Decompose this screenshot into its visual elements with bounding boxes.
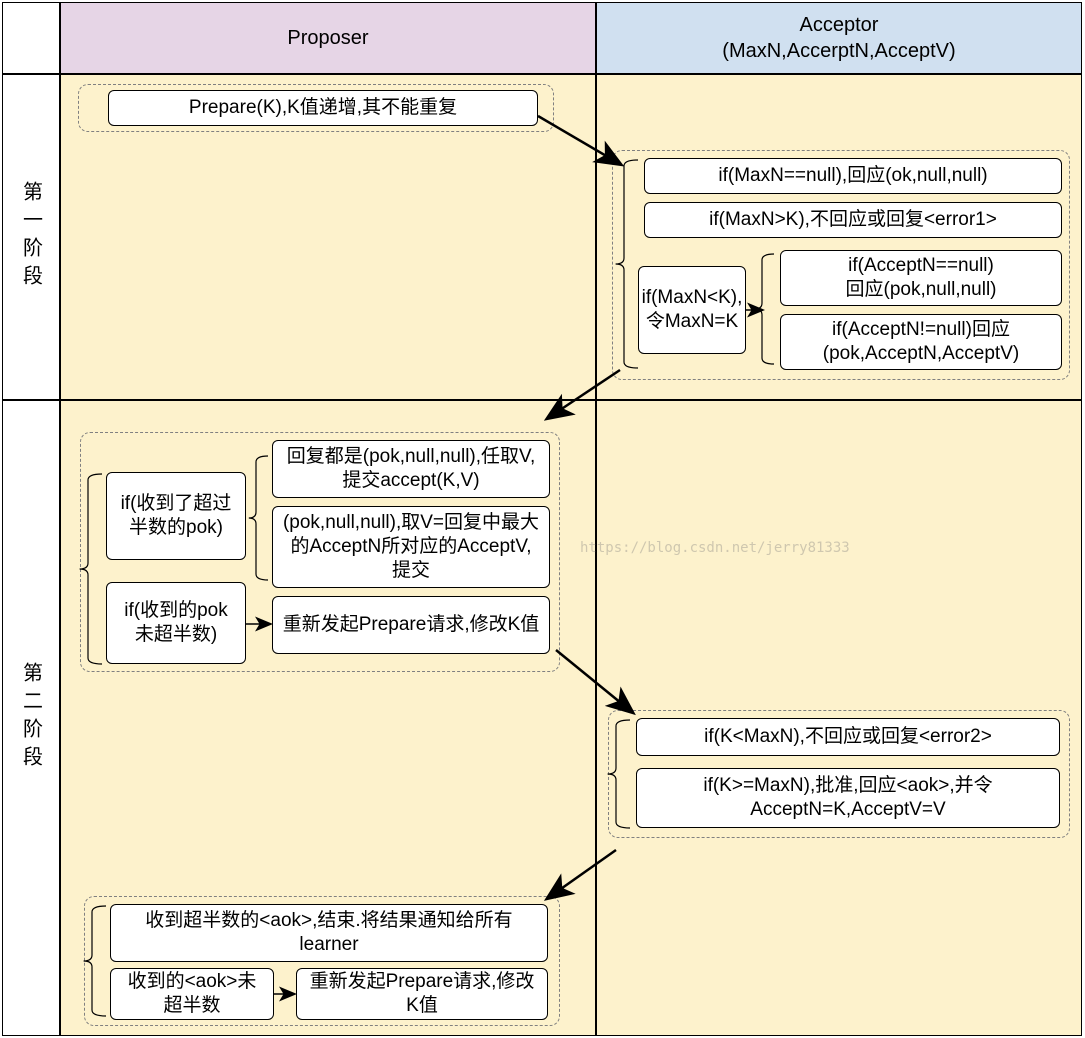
p2-r2-text: (pok,null,null),取V=回复中最大的AcceptN所对应的Acce… bbox=[281, 511, 541, 582]
p1-acc-c1: if(AcceptN==null) 回应(pok,null,null) bbox=[780, 250, 1062, 306]
header-proposer: Proposer bbox=[60, 2, 596, 74]
p2-final-b2: 重新发起Prepare请求,修改K值 bbox=[296, 968, 548, 1020]
phase2-label: 第二阶段 bbox=[17, 662, 46, 774]
p2-final-b2-text: 重新发起Prepare请求,修改K值 bbox=[305, 970, 539, 1018]
p2-acc-b-text: if(K>=MaxN),批准,回应<aok>,并令AcceptN=K,Accep… bbox=[645, 774, 1051, 822]
p1-acc-c1-text: if(AcceptN==null) 回应(pok,null,null) bbox=[846, 254, 997, 302]
p1-acc-c-text: if(MaxN<K),令MaxN=K bbox=[642, 286, 743, 334]
phase1-prepare-box: Prepare(K),K值递增,其不能重复 bbox=[108, 90, 538, 126]
header-acceptor-label2: (MaxN,AccerptN,AcceptV) bbox=[722, 38, 955, 64]
p2-cond-maj-text: if(收到了超过半数的pok) bbox=[115, 492, 237, 540]
p2-final-a-text: 收到超半数的<aok>,结束.将结果通知给所有learner bbox=[119, 909, 539, 957]
p2-r1: 回复都是(pok,null,null),任取V,提交accept(K,V) bbox=[272, 440, 550, 498]
p1-acc-b-text: if(MaxN>K),不回应或回复<error1> bbox=[709, 208, 997, 232]
p2-cond-maj: if(收到了超过半数的pok) bbox=[106, 472, 246, 560]
p1-acc-a: if(MaxN==null),回应(ok,null,null) bbox=[644, 158, 1062, 194]
header-acceptor-label1: Acceptor bbox=[800, 12, 879, 38]
p2-cond-notmaj: if(收到的pok未超半数) bbox=[106, 582, 246, 664]
phase1-label-cell: 第一阶段 bbox=[2, 74, 60, 400]
p1-acc-b: if(MaxN>K),不回应或回复<error1> bbox=[644, 202, 1062, 238]
p2-r2: (pok,null,null),取V=回复中最大的AcceptN所对应的Acce… bbox=[272, 506, 550, 588]
p1-acc-c: if(MaxN<K),令MaxN=K bbox=[638, 266, 746, 354]
p2-r3-text: 重新发起Prepare请求,修改K值 bbox=[283, 613, 540, 637]
corner-cell bbox=[2, 2, 60, 74]
p1-acc-c2: if(AcceptN!=null)回应(pok,AcceptN,AcceptV) bbox=[780, 314, 1062, 370]
watermark: https://blog.csdn.net/jerry81333 bbox=[580, 540, 850, 556]
paxos-diagram: Proposer Acceptor (MaxN,AccerptN,AcceptV… bbox=[0, 0, 1085, 1038]
p2-final-a: 收到超半数的<aok>,结束.将结果通知给所有learner bbox=[110, 904, 548, 962]
p2-cond-notmaj-text: if(收到的pok未超半数) bbox=[115, 599, 237, 647]
p2-final-b1-text: 收到的<aok>未超半数 bbox=[119, 970, 265, 1018]
p2-acc-a: if(K<MaxN),不回应或回复<error2> bbox=[636, 718, 1060, 756]
watermark-text: https://blog.csdn.net/jerry81333 bbox=[580, 540, 850, 556]
p2-r1-text: 回复都是(pok,null,null),任取V,提交accept(K,V) bbox=[281, 445, 541, 493]
phase1-label: 第一阶段 bbox=[17, 181, 46, 293]
p2-acc-a-text: if(K<MaxN),不回应或回复<error2> bbox=[704, 725, 992, 749]
header-proposer-label: Proposer bbox=[287, 27, 368, 50]
p2-r3: 重新发起Prepare请求,修改K值 bbox=[272, 596, 550, 654]
phase1-prepare-text: Prepare(K),K值递增,其不能重复 bbox=[189, 96, 457, 120]
p1-acc-a-text: if(MaxN==null),回应(ok,null,null) bbox=[718, 164, 987, 188]
p2-acc-b: if(K>=MaxN),批准,回应<aok>,并令AcceptN=K,Accep… bbox=[636, 768, 1060, 828]
header-acceptor: Acceptor (MaxN,AccerptN,AcceptV) bbox=[596, 2, 1082, 74]
phase2-label-cell: 第二阶段 bbox=[2, 400, 60, 1036]
p1-acc-c2-text: if(AcceptN!=null)回应(pok,AcceptN,AcceptV) bbox=[789, 318, 1053, 366]
p2-final-b1: 收到的<aok>未超半数 bbox=[110, 968, 274, 1020]
